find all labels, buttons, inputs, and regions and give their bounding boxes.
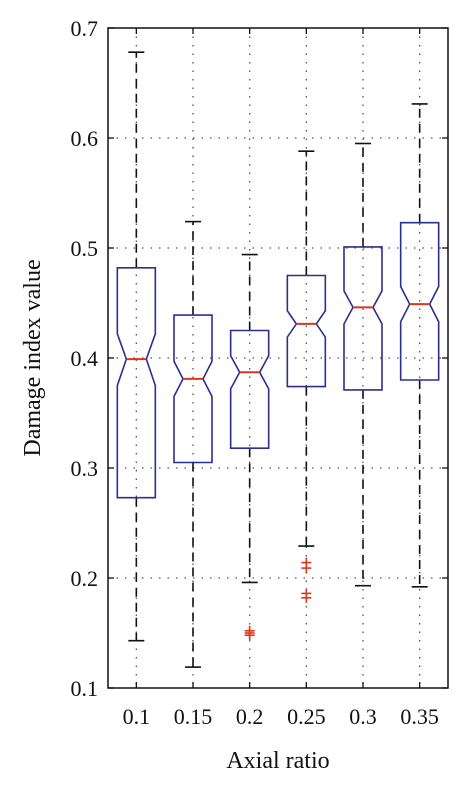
- box-0_2: [229, 253, 270, 641]
- notched-box: [173, 314, 213, 464]
- box-0_1: [116, 51, 157, 642]
- grid-lines: [108, 28, 448, 688]
- y-tick-label: 0.7: [71, 16, 99, 41]
- box-plot-series: [116, 51, 440, 668]
- outlier-marker: [301, 588, 312, 599]
- x-tick-label: 0.1: [123, 704, 151, 729]
- notched-box: [116, 266, 157, 499]
- x-axis-ticks: 0.1 0.15 0.2 0.25 0.3 0.35: [123, 28, 439, 729]
- y-tick-label: 0.5: [71, 236, 99, 261]
- box-0_3: [343, 142, 383, 587]
- notched-box: [343, 246, 383, 391]
- x-tick-label: 0.15: [174, 704, 213, 729]
- outlier-marker: [244, 625, 255, 636]
- y-axis-ticks: 0.1 0.2 0.3 0.4 0.5 0.6 0.7: [71, 16, 448, 701]
- box-0_35: [399, 103, 440, 588]
- outlier-marker: [301, 557, 312, 568]
- notched-box: [399, 221, 440, 381]
- y-tick-label: 0.2: [71, 566, 99, 591]
- y-tick-label: 0.1: [71, 676, 99, 701]
- x-axis-label: Axial ratio: [226, 748, 329, 774]
- box-0_25: [286, 150, 327, 603]
- notched-box: [229, 329, 270, 450]
- x-tick-label: 0.3: [349, 704, 377, 729]
- x-tick-label: 0.2: [236, 704, 264, 729]
- y-axis-label: Damage index value: [20, 259, 46, 456]
- y-tick-label: 0.6: [71, 126, 99, 151]
- y-tick-label: 0.4: [71, 346, 99, 371]
- y-tick-label: 0.3: [71, 456, 99, 481]
- box-0_15: [173, 220, 213, 668]
- x-tick-label: 0.35: [400, 704, 439, 729]
- x-tick-label: 0.25: [287, 704, 326, 729]
- notched-box: [286, 274, 327, 388]
